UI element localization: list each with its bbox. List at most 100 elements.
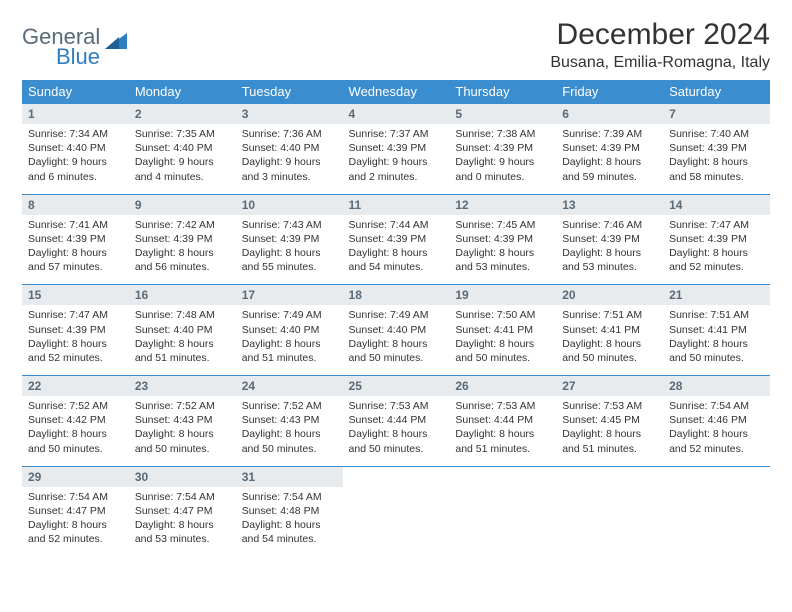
sunrise-line: Sunrise: 7:54 AM <box>135 490 230 504</box>
sunrise-line: Sunrise: 7:36 AM <box>242 127 337 141</box>
day-number: 31 <box>236 467 343 487</box>
day-details: Sunrise: 7:47 AMSunset: 4:39 PMDaylight:… <box>663 215 770 285</box>
day-details: Sunrise: 7:34 AMSunset: 4:40 PMDaylight:… <box>22 124 129 194</box>
day-details: Sunrise: 7:49 AMSunset: 4:40 PMDaylight:… <box>343 305 450 375</box>
calendar-day-cell: 16Sunrise: 7:48 AMSunset: 4:40 PMDayligh… <box>129 285 236 376</box>
sunrise-line: Sunrise: 7:48 AM <box>135 308 230 322</box>
day-details: Sunrise: 7:36 AMSunset: 4:40 PMDaylight:… <box>236 124 343 194</box>
day-details: Sunrise: 7:42 AMSunset: 4:39 PMDaylight:… <box>129 215 236 285</box>
day-number: 8 <box>22 195 129 215</box>
sunset-line: Sunset: 4:44 PM <box>349 413 444 427</box>
sunset-line: Sunset: 4:42 PM <box>28 413 123 427</box>
day-details: Sunrise: 7:37 AMSunset: 4:39 PMDaylight:… <box>343 124 450 194</box>
calendar-day-cell: 15Sunrise: 7:47 AMSunset: 4:39 PMDayligh… <box>22 285 129 376</box>
calendar-day-cell: 19Sunrise: 7:50 AMSunset: 4:41 PMDayligh… <box>449 285 556 376</box>
day-number: 3 <box>236 104 343 124</box>
day-number: 1 <box>22 104 129 124</box>
day-number: 7 <box>663 104 770 124</box>
sunrise-line: Sunrise: 7:35 AM <box>135 127 230 141</box>
day-number: 13 <box>556 195 663 215</box>
sunset-line: Sunset: 4:39 PM <box>455 141 550 155</box>
day-details: Sunrise: 7:52 AMSunset: 4:43 PMDaylight:… <box>129 396 236 466</box>
day-number: 4 <box>343 104 450 124</box>
daylight-line: Daylight: 8 hours and 57 minutes. <box>28 246 123 274</box>
sunset-line: Sunset: 4:40 PM <box>242 323 337 337</box>
calendar-day-cell: 2Sunrise: 7:35 AMSunset: 4:40 PMDaylight… <box>129 104 236 195</box>
calendar-day-cell: 18Sunrise: 7:49 AMSunset: 4:40 PMDayligh… <box>343 285 450 376</box>
sunrise-line: Sunrise: 7:53 AM <box>455 399 550 413</box>
brand-logo: General Blue <box>22 24 127 50</box>
daylight-line: Daylight: 8 hours and 59 minutes. <box>562 155 657 183</box>
daylight-line: Daylight: 8 hours and 50 minutes. <box>349 427 444 455</box>
calendar-week-row: 22Sunrise: 7:52 AMSunset: 4:42 PMDayligh… <box>22 376 770 467</box>
day-details: Sunrise: 7:52 AMSunset: 4:43 PMDaylight:… <box>236 396 343 466</box>
daylight-line: Daylight: 8 hours and 53 minutes. <box>135 518 230 546</box>
day-number: 25 <box>343 376 450 396</box>
calendar-day-cell: 13Sunrise: 7:46 AMSunset: 4:39 PMDayligh… <box>556 194 663 285</box>
daylight-line: Daylight: 8 hours and 50 minutes. <box>135 427 230 455</box>
daylight-line: Daylight: 8 hours and 54 minutes. <box>349 246 444 274</box>
daylight-line: Daylight: 8 hours and 56 minutes. <box>135 246 230 274</box>
sunset-line: Sunset: 4:48 PM <box>242 504 337 518</box>
sunrise-line: Sunrise: 7:53 AM <box>349 399 444 413</box>
sunrise-line: Sunrise: 7:54 AM <box>28 490 123 504</box>
day-number: 22 <box>22 376 129 396</box>
calendar-day-cell: 12Sunrise: 7:45 AMSunset: 4:39 PMDayligh… <box>449 194 556 285</box>
day-details: Sunrise: 7:51 AMSunset: 4:41 PMDaylight:… <box>556 305 663 375</box>
day-details: Sunrise: 7:53 AMSunset: 4:44 PMDaylight:… <box>449 396 556 466</box>
daylight-line: Daylight: 8 hours and 51 minutes. <box>242 337 337 365</box>
day-number: 20 <box>556 285 663 305</box>
sunrise-line: Sunrise: 7:53 AM <box>562 399 657 413</box>
sunrise-line: Sunrise: 7:51 AM <box>562 308 657 322</box>
sunset-line: Sunset: 4:43 PM <box>242 413 337 427</box>
calendar-day-cell: 5Sunrise: 7:38 AMSunset: 4:39 PMDaylight… <box>449 104 556 195</box>
day-number: 27 <box>556 376 663 396</box>
sunset-line: Sunset: 4:39 PM <box>135 232 230 246</box>
calendar-day-cell: .... <box>663 466 770 556</box>
daylight-line: Daylight: 8 hours and 50 minutes. <box>349 337 444 365</box>
sunrise-line: Sunrise: 7:34 AM <box>28 127 123 141</box>
day-number: 19 <box>449 285 556 305</box>
day-details: Sunrise: 7:48 AMSunset: 4:40 PMDaylight:… <box>129 305 236 375</box>
day-number: 30 <box>129 467 236 487</box>
day-header: Wednesday <box>343 80 450 104</box>
calendar-day-cell: .... <box>556 466 663 556</box>
day-header: Tuesday <box>236 80 343 104</box>
day-number: 26 <box>449 376 556 396</box>
day-number: 12 <box>449 195 556 215</box>
calendar-day-cell: 30Sunrise: 7:54 AMSunset: 4:47 PMDayligh… <box>129 466 236 556</box>
day-number: 23 <box>129 376 236 396</box>
day-details: Sunrise: 7:43 AMSunset: 4:39 PMDaylight:… <box>236 215 343 285</box>
daylight-line: Daylight: 8 hours and 51 minutes. <box>562 427 657 455</box>
sunset-line: Sunset: 4:39 PM <box>349 232 444 246</box>
calendar-day-cell: 1Sunrise: 7:34 AMSunset: 4:40 PMDaylight… <box>22 104 129 195</box>
sunrise-line: Sunrise: 7:54 AM <box>242 490 337 504</box>
title-block: December 2024 Busana, Emilia-Romagna, It… <box>550 18 770 72</box>
daylight-line: Daylight: 9 hours and 0 minutes. <box>455 155 550 183</box>
location-text: Busana, Emilia-Romagna, Italy <box>550 54 770 72</box>
sunrise-line: Sunrise: 7:50 AM <box>455 308 550 322</box>
sunset-line: Sunset: 4:39 PM <box>562 232 657 246</box>
daylight-line: Daylight: 8 hours and 50 minutes. <box>28 427 123 455</box>
sunrise-line: Sunrise: 7:40 AM <box>669 127 764 141</box>
day-details: Sunrise: 7:54 AMSunset: 4:47 PMDaylight:… <box>129 487 236 557</box>
calendar-day-cell: 14Sunrise: 7:47 AMSunset: 4:39 PMDayligh… <box>663 194 770 285</box>
day-details: Sunrise: 7:41 AMSunset: 4:39 PMDaylight:… <box>22 215 129 285</box>
daylight-line: Daylight: 9 hours and 3 minutes. <box>242 155 337 183</box>
sunrise-line: Sunrise: 7:45 AM <box>455 218 550 232</box>
calendar-day-cell: 4Sunrise: 7:37 AMSunset: 4:39 PMDaylight… <box>343 104 450 195</box>
day-details: Sunrise: 7:46 AMSunset: 4:39 PMDaylight:… <box>556 215 663 285</box>
sunset-line: Sunset: 4:39 PM <box>669 141 764 155</box>
daylight-line: Daylight: 8 hours and 51 minutes. <box>135 337 230 365</box>
sunset-line: Sunset: 4:40 PM <box>28 141 123 155</box>
sunrise-line: Sunrise: 7:49 AM <box>349 308 444 322</box>
calendar-day-cell: 28Sunrise: 7:54 AMSunset: 4:46 PMDayligh… <box>663 376 770 467</box>
day-number: 2 <box>129 104 236 124</box>
daylight-line: Daylight: 9 hours and 4 minutes. <box>135 155 230 183</box>
day-details: Sunrise: 7:47 AMSunset: 4:39 PMDaylight:… <box>22 305 129 375</box>
calendar-day-cell: 27Sunrise: 7:53 AMSunset: 4:45 PMDayligh… <box>556 376 663 467</box>
day-header: Thursday <box>449 80 556 104</box>
sunset-line: Sunset: 4:39 PM <box>28 323 123 337</box>
calendar-week-row: 1Sunrise: 7:34 AMSunset: 4:40 PMDaylight… <box>22 104 770 195</box>
day-details: Sunrise: 7:50 AMSunset: 4:41 PMDaylight:… <box>449 305 556 375</box>
